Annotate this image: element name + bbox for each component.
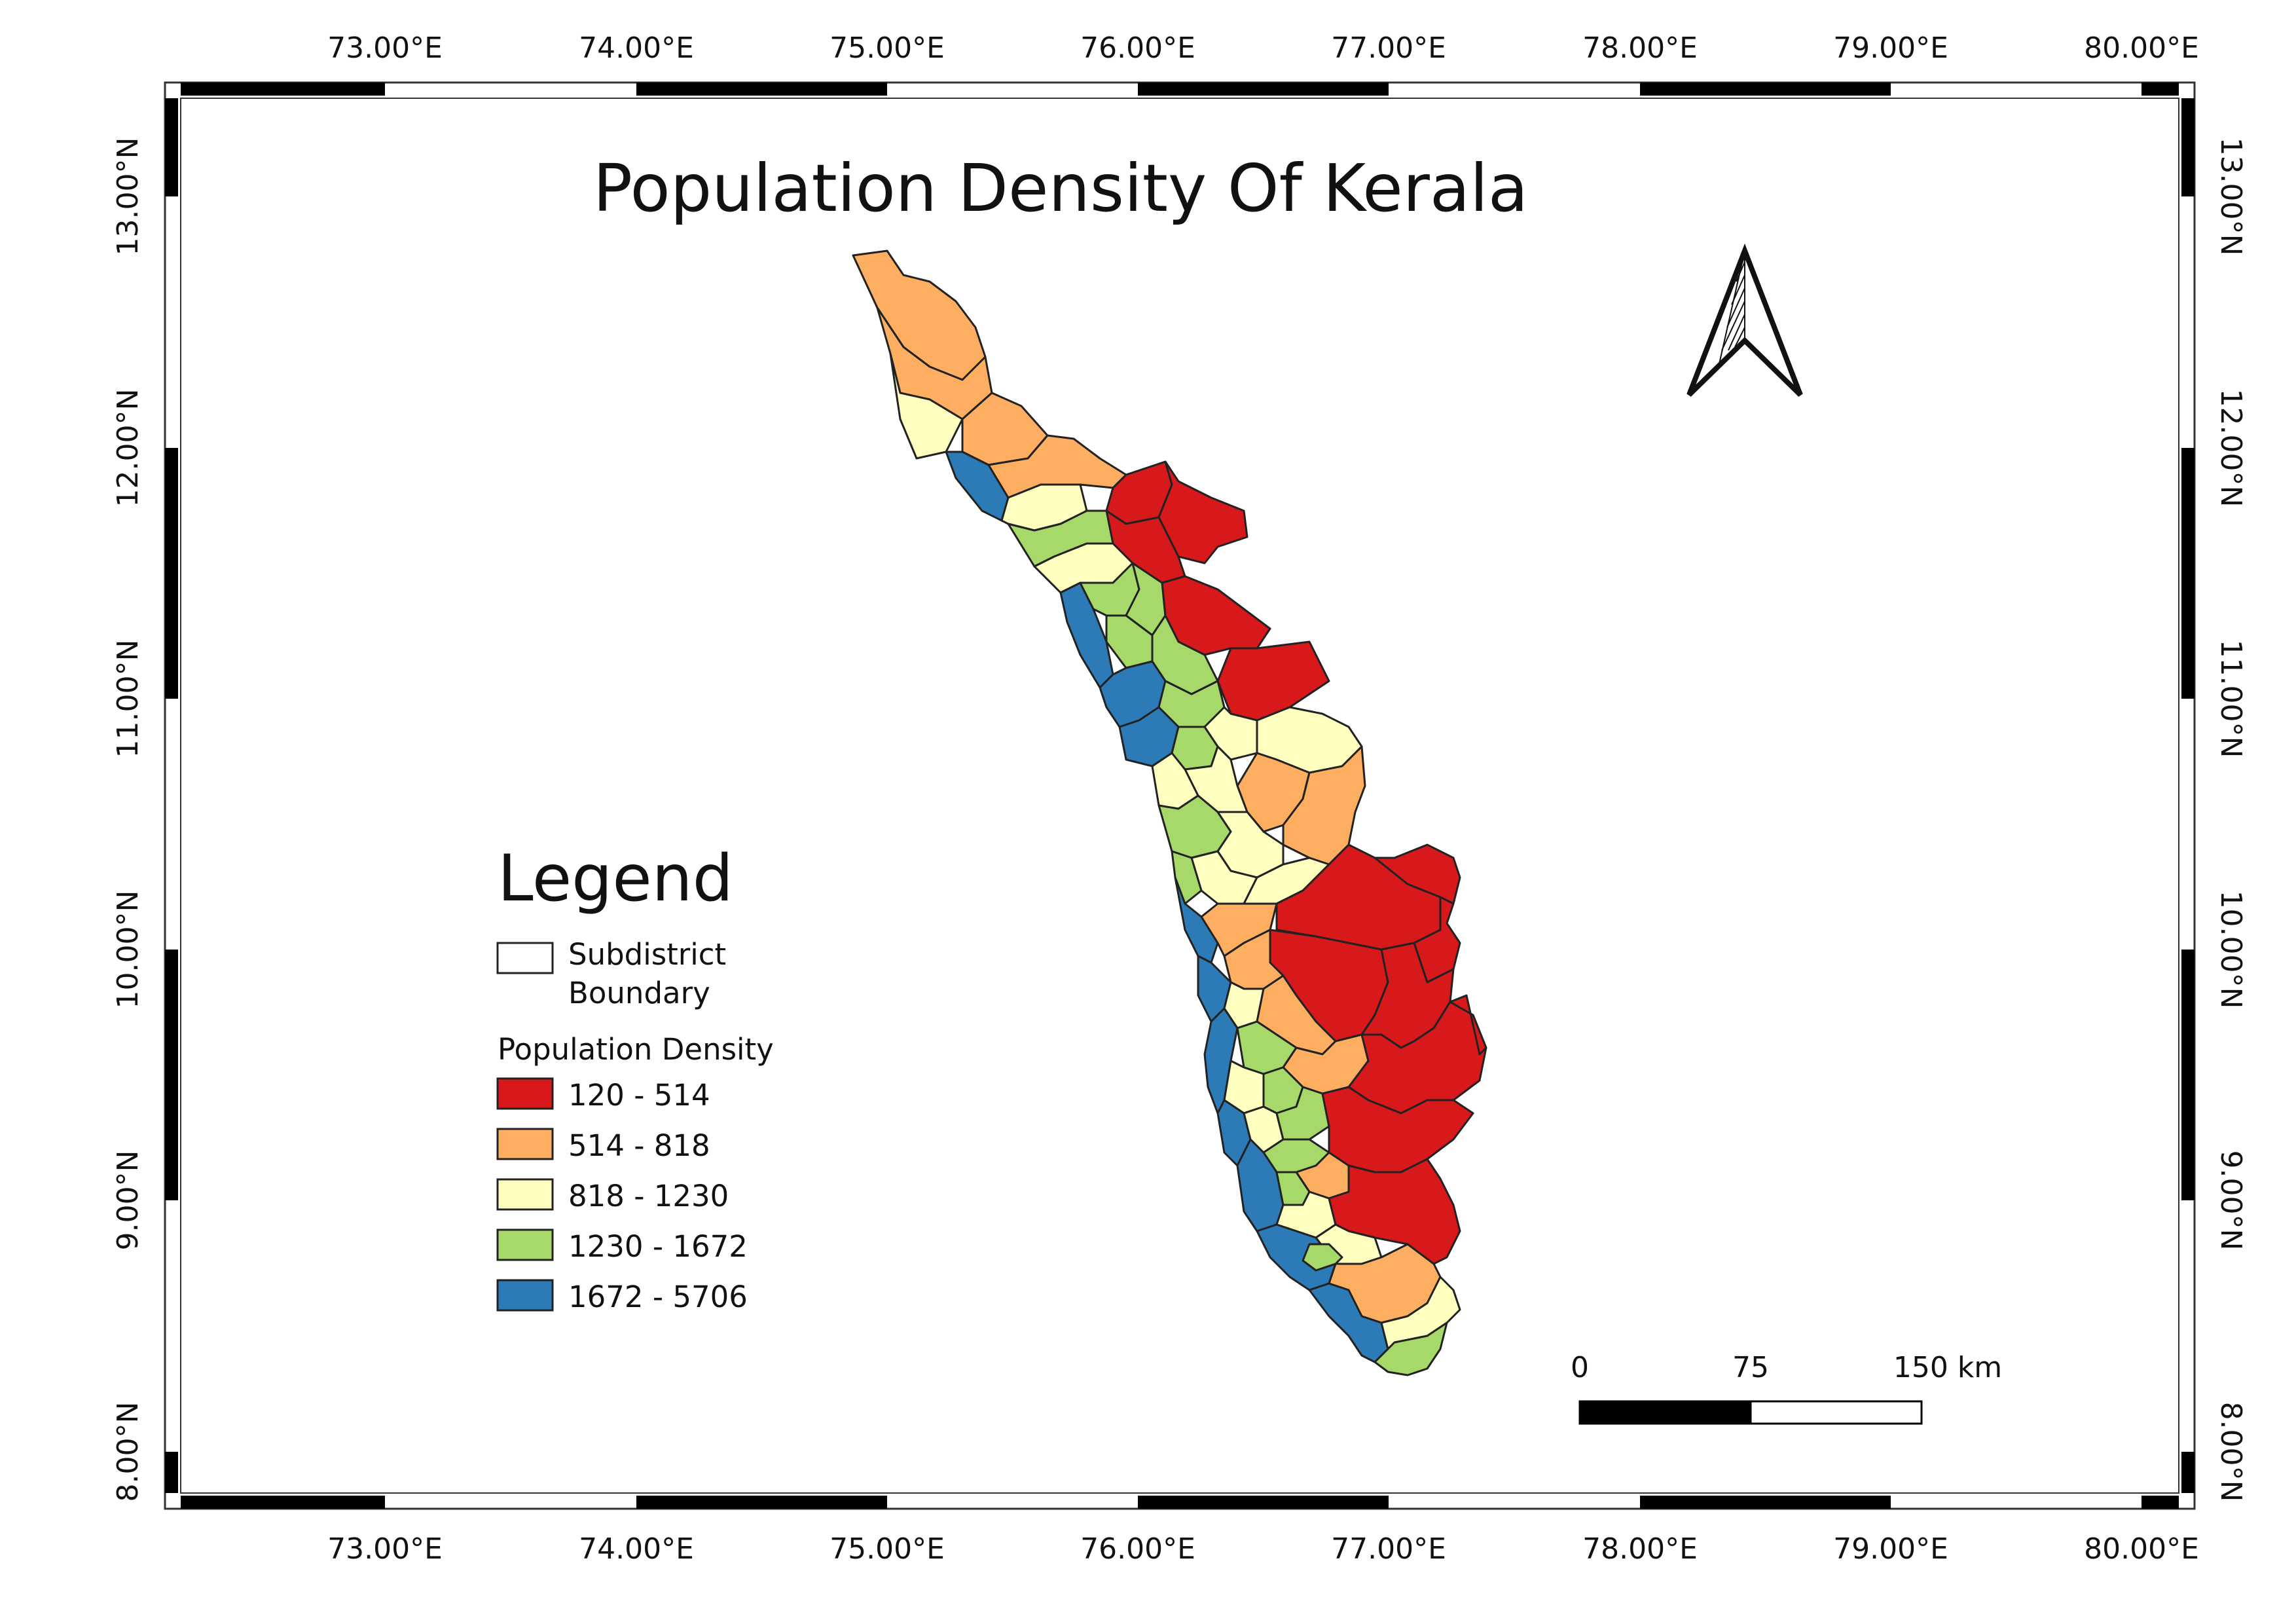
legend-swatch [496,1178,554,1211]
legend-class-label: 818 - 1230 [568,1179,729,1213]
map-title: Population Density Of Kerala [593,150,1528,227]
legend-swatch [496,1279,554,1312]
graticule-bar-left [165,448,178,699]
lon-label: 73.00°E [327,1532,443,1566]
graticule-bar-top [1138,83,1389,96]
graticule-bar-right [2181,1452,2195,1493]
subdistrict-region [889,352,964,460]
graticule-bar-bottom [1138,1496,1389,1509]
lat-label: 12.00°N [111,389,145,507]
legend-swatch [496,1077,554,1110]
lon-label: 74.00°E [579,31,694,65]
lat-labels-right: 13.00°N 12.00°N 11.00°N 10.00°N 9.00°N 8… [2214,138,2248,1502]
subdistrict-region [1449,994,1487,1056]
graticule-bar-top [2141,83,2179,96]
lat-label: 8.00°N [2214,1402,2248,1502]
scale-label-75: 75 [1732,1351,1769,1384]
lon-label: 74.00°E [579,1532,694,1566]
legend-density-title: Population Density [498,1032,774,1067]
graticule-border [165,83,2195,1509]
lon-labels-top: 73.00°E 74.00°E 75.00°E 76.00°E 77.00°E … [327,31,2199,65]
graticule-bar-left [165,98,178,196]
lat-label: 11.00°N [111,640,145,758]
scale-segment-black [1578,1400,1752,1425]
lon-label: 79.00°E [1833,1532,1948,1566]
subdistrict-region [1171,850,1203,905]
subdistrict-region [1174,876,1219,964]
lon-label: 76.00°E [1080,1532,1195,1566]
lon-label: 75.00°E [829,31,945,65]
subdistrict-region [1216,640,1330,722]
graticule-bar-right [2181,448,2195,699]
legend-class-label: 120 - 514 [568,1078,710,1113]
lat-label: 9.00°N [111,1151,145,1251]
graticule-bar-right [2181,950,2195,1200]
legend: Legend Subdistrict Boundary Population D… [496,841,774,1314]
lon-label: 77.00°E [1331,31,1446,65]
scale-bar: 0 75 150 km [1571,1351,2002,1425]
scale-label-0: 0 [1571,1351,1589,1384]
legend-boundary-label-2: Boundary [568,976,710,1010]
lon-label: 77.00°E [1331,1532,1446,1566]
legend-boundary-swatch [496,942,554,974]
lat-labels-left: 13.00°N 12.00°N 11.00°N 10.00°N 9.00°N 8… [111,138,145,1502]
lon-label: 75.00°E [829,1532,945,1566]
legend-boundary-label: Subdistrict [568,937,726,972]
lon-label: 73.00°E [327,31,443,65]
lon-label: 78.00°E [1582,31,1698,65]
graticule-bar-top [636,83,887,96]
graticule-bar-right [2181,98,2195,196]
lat-label: 13.00°N [111,138,145,256]
legend-class-label: 514 - 818 [568,1128,710,1163]
lon-label: 80.00°E [2084,31,2199,65]
lon-labels-bottom: 73.00°E 74.00°E 75.00°E 76.00°E 77.00°E … [327,1532,2199,1566]
subdistrict-region [1374,843,1461,905]
lat-label: 9.00°N [2214,1151,2248,1251]
map-inner-frame [180,98,2179,1494]
graticule-bar-left [165,950,178,1200]
scale-label-150: 150 km [1893,1351,2002,1384]
graticule-bar-top [1640,83,1891,96]
kerala-choropleth [852,249,1487,1376]
lon-label: 79.00°E [1833,31,1948,65]
graticule-bar-top [181,83,385,96]
legend-class-label: 1672 - 5706 [568,1280,748,1314]
lat-label: 10.00°N [111,891,145,1009]
legend-swatch [496,1128,554,1160]
lon-label: 80.00°E [2084,1532,2199,1566]
north-arrow-icon [1686,243,1803,397]
legend-swatch [496,1228,554,1261]
lat-label: 12.00°N [2214,389,2248,507]
lon-label: 78.00°E [1582,1532,1698,1566]
legend-class-label: 1230 - 1672 [568,1229,748,1264]
subdistrict-region [1374,1321,1448,1376]
lat-label: 11.00°N [2214,640,2248,758]
scale-segment-white [1749,1400,1923,1425]
graticule-bar-bottom [1640,1496,1891,1509]
legend-heading: Legend [498,841,733,916]
graticule-bar-left [165,1452,178,1493]
lat-label: 13.00°N [2214,138,2248,256]
lat-label: 8.00°N [111,1402,145,1502]
graticule-bar-bottom [636,1496,887,1509]
graticule-bar-bottom [181,1496,385,1509]
lat-label: 10.00°N [2214,891,2248,1009]
lon-label: 76.00°E [1080,31,1195,65]
graticule-bar-bottom [2141,1496,2179,1509]
subdistrict-region [1157,460,1248,564]
